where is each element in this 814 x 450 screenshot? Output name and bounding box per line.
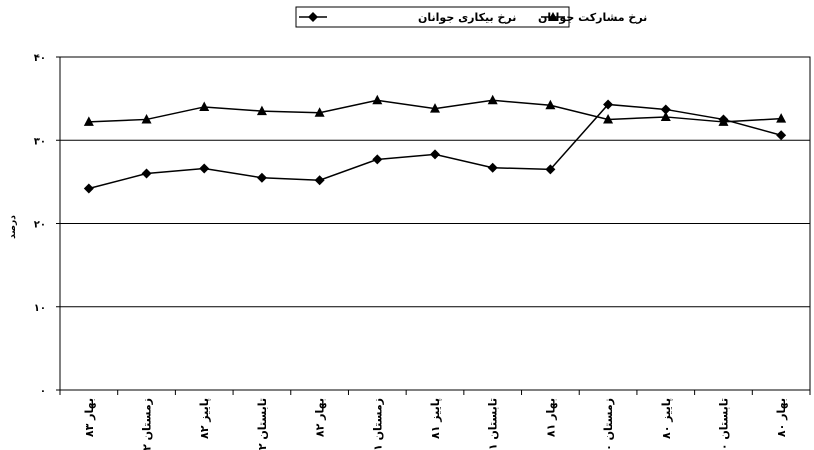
legend-marker-triangle — [548, 12, 558, 21]
x-tick-label: پاییز ۸۰ — [660, 398, 673, 439]
x-tick-label: تابستان ۸۰ — [717, 398, 730, 450]
x-tick-label: بهار ۸۳ — [83, 398, 96, 437]
data-point-triangle — [660, 111, 671, 121]
x-tick-label: تابستان ۸۱ — [487, 398, 500, 450]
legend-box — [295, 6, 570, 28]
y-tick-label: ۲۰ — [34, 220, 46, 231]
data-point-diamond — [372, 154, 383, 165]
legend: نرخ مشارکت جوانان نرخ بیکاری جوانان — [295, 6, 647, 28]
data-point-diamond — [487, 162, 498, 173]
data-point-diamond — [141, 168, 152, 179]
legend-marker-diamond — [308, 12, 318, 22]
data-point-triangle — [718, 116, 729, 126]
data-point-diamond — [199, 163, 210, 174]
data-point-diamond — [545, 164, 556, 175]
data-point-diamond — [430, 149, 440, 160]
data-point-triangle — [141, 113, 152, 124]
data-point-triangle — [487, 94, 498, 105]
data-point-triangle — [372, 94, 383, 105]
plot-area — [56, 56, 811, 395]
x-tick-label: پاییز ۸۱ — [429, 398, 442, 439]
y-tick-label: ۰ — [40, 386, 46, 397]
data-point-diamond — [776, 130, 787, 141]
series-line-1 — [88, 103, 782, 190]
data-point-triangle — [776, 113, 787, 123]
data-point-triangle — [314, 107, 325, 117]
data-point-triangle — [199, 101, 210, 111]
x-axis-labels: بهار ۸۳ زمستان ۸۲ پاییز ۸۲ تابستان ۸۲ بهار ۸… — [83, 398, 788, 450]
data-point-diamond — [83, 183, 94, 194]
x-tick-label: بهار ۸۰ — [775, 398, 788, 437]
data-point-diamond — [314, 175, 325, 186]
y-axis: درصد ۰ ۱۰ ۲۰ ۳۰ ۴۰ — [8, 53, 46, 397]
x-tick-label: بهار ۸۱ — [544, 398, 557, 437]
data-point-triangle — [256, 105, 267, 116]
x-tick-label: زمستان ۸۰ — [602, 398, 615, 450]
x-tick-label: زمستان ۸۱ — [371, 398, 384, 450]
x-tick-label: بهار ۸۲ — [314, 398, 327, 437]
x-tick-label: پاییز ۸۲ — [198, 398, 211, 439]
legend-label-participation: نرخ مشارکت جوانان — [538, 11, 647, 24]
x-tick-label: تابستان ۸۲ — [256, 398, 269, 450]
data-point-diamond — [660, 104, 671, 115]
data-point-diamond — [256, 172, 267, 183]
y-tick-label: ۳۰ — [34, 136, 46, 147]
data-point-triangle — [545, 99, 556, 110]
data-point-diamond — [603, 99, 614, 110]
data-point-triangle — [430, 103, 440, 113]
data-point-triangle — [83, 116, 94, 126]
y-axis-label: درصد — [8, 215, 18, 239]
y-tick-label: ۱۰ — [34, 303, 46, 314]
y-tick-label: ۴۰ — [34, 53, 46, 64]
data-point-triangle — [603, 113, 614, 124]
x-tick-label: زمستان ۸۲ — [141, 398, 154, 450]
legend-label-unemployment: نرخ بیکاری جوانان — [418, 11, 516, 24]
